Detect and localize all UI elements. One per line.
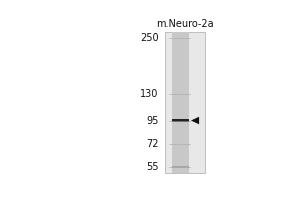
Text: 95: 95 bbox=[146, 116, 158, 126]
Bar bbox=[165, 32, 205, 173]
Bar bbox=[172, 166, 189, 168]
Text: 72: 72 bbox=[146, 139, 158, 149]
Text: 130: 130 bbox=[140, 89, 158, 99]
Bar bbox=[172, 32, 189, 173]
Bar bbox=[172, 119, 189, 122]
Text: m.Neuro-2a: m.Neuro-2a bbox=[156, 19, 214, 29]
Polygon shape bbox=[191, 117, 199, 124]
Text: 55: 55 bbox=[146, 162, 158, 172]
Text: 250: 250 bbox=[140, 33, 158, 43]
